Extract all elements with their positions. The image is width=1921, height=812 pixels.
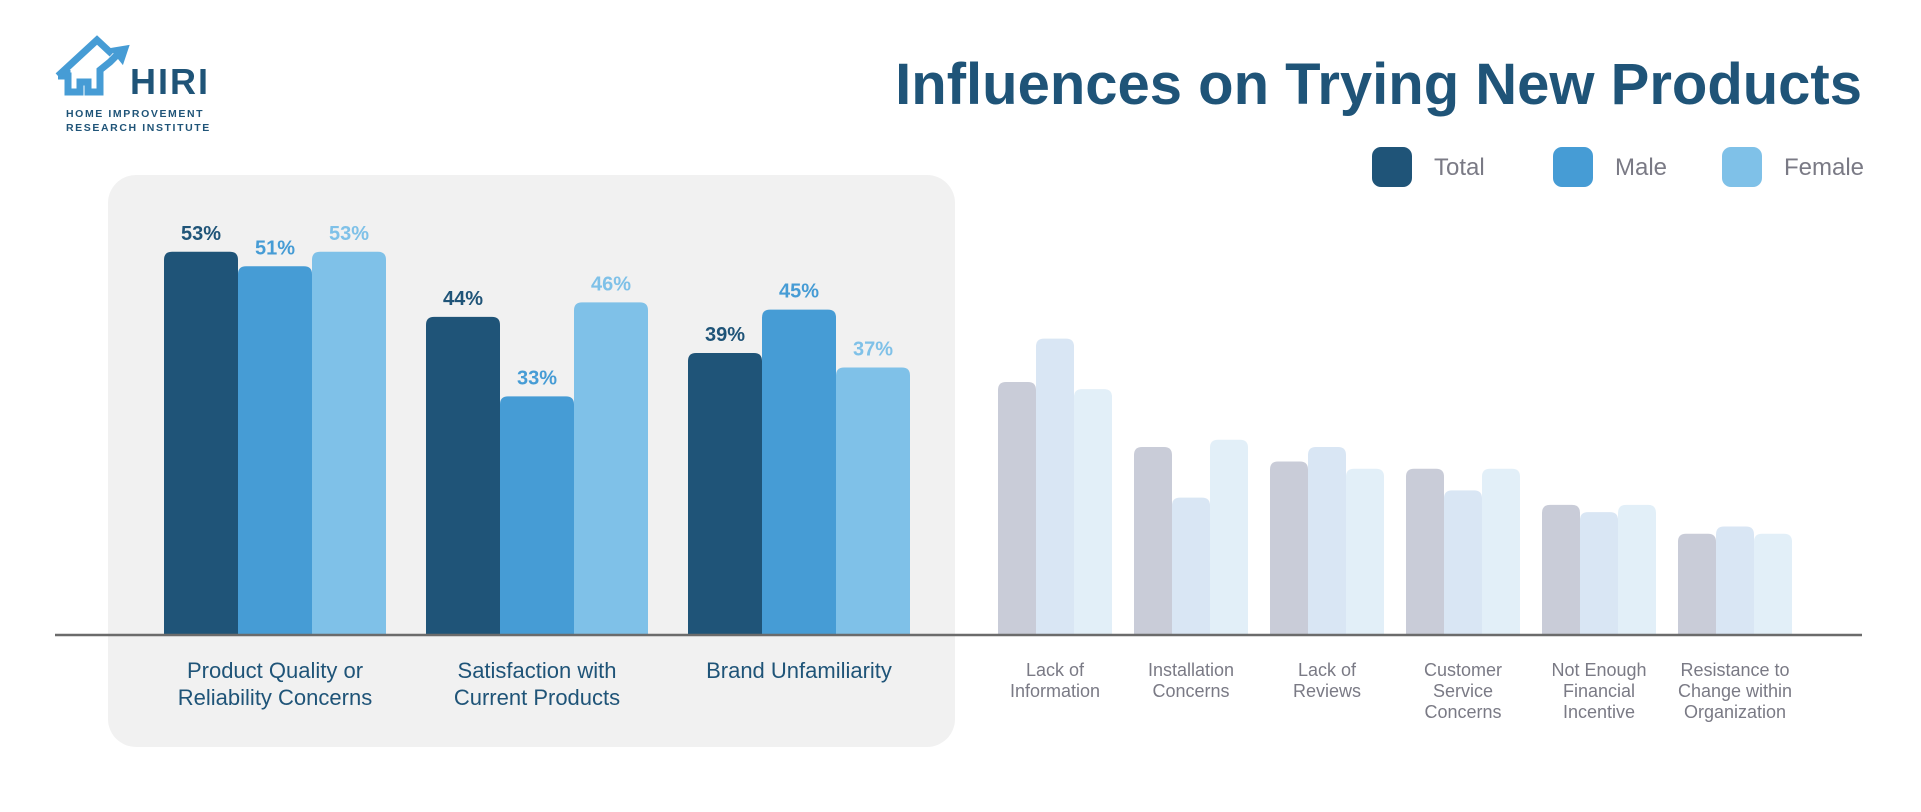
category-label-4: Installation [1148,660,1234,680]
bar-total-0 [164,251,238,635]
bar-total-8 [1678,533,1716,635]
category-label-6: Concerns [1424,702,1501,722]
bar-female-6 [1482,468,1520,635]
bar-female-5 [1346,468,1384,635]
chart-title: Influences on Trying New Products [895,52,1862,117]
category-label-5: Lack of [1298,660,1357,680]
bar-total-1 [426,316,500,635]
category-label-6: Service [1433,681,1493,701]
bar-total-2 [688,353,762,635]
bar-female-2 [836,367,910,635]
legend: Total Male Female [1372,147,1864,187]
category-label-1: Current Products [454,685,620,710]
category-label-8: Change within [1678,681,1792,701]
category-label-4: Concerns [1152,681,1229,701]
category-label-8: Resistance to [1680,660,1789,680]
bar-male-4 [1172,497,1210,635]
legend-swatch-female [1722,147,1762,187]
bar-male-2 [762,309,836,635]
legend-swatch-total [1372,147,1412,187]
legend-swatch-male [1553,147,1593,187]
data-label-female-0: 53% [329,223,369,245]
bar-total-6 [1406,468,1444,635]
category-label-8: Organization [1684,702,1786,722]
bar-male-5 [1308,447,1346,635]
category-label-7: Incentive [1563,702,1635,722]
data-label-male-1: 33% [517,367,557,389]
bar-male-7 [1580,512,1618,635]
category-label-0: Reliability Concerns [178,685,372,710]
bar-male-8 [1716,526,1754,635]
bar-female-0 [312,251,386,635]
bar-female-4 [1210,439,1248,635]
bar-total-7 [1542,504,1580,635]
legend-label-female: Female [1784,154,1864,181]
logo-line2: RESEARCH INSTITUTE [66,122,211,134]
data-label-male-0: 51% [255,237,295,259]
bar-total-4 [1134,447,1172,635]
category-label-7: Not Enough [1551,660,1646,680]
category-label-6: Customer [1424,660,1502,680]
bar-total-5 [1270,461,1308,635]
logo-line1: HOME IMPROVEMENT [66,108,204,120]
bar-male-0 [238,266,312,635]
category-label-2: Brand Unfamiliarity [706,658,892,683]
bar-female-1 [574,302,648,635]
legend-label-total: Total [1434,154,1485,181]
data-label-female-2: 37% [853,338,893,360]
bar-total-3 [998,381,1036,635]
category-label-0: Product Quality or [187,658,363,683]
category-label-7: Financial [1563,681,1635,701]
bar-male-3 [1036,338,1074,635]
bar-male-6 [1444,490,1482,635]
logo-wordmark: HIRI [130,61,210,102]
data-label-female-1: 46% [591,273,631,295]
category-label-3: Information [1010,681,1100,701]
category-label-5: Reviews [1293,681,1361,701]
category-label-3: Lack of [1026,660,1085,680]
bar-male-1 [500,396,574,635]
bar-female-3 [1074,389,1112,635]
data-label-male-2: 45% [779,281,819,303]
bar-female-7 [1618,504,1656,635]
data-label-total-0: 53% [181,223,221,245]
bar-female-8 [1754,533,1792,635]
legend-label-male: Male [1615,154,1667,181]
category-label-1: Satisfaction with [458,658,617,683]
data-label-total-1: 44% [443,288,483,310]
data-label-total-2: 39% [705,324,745,346]
hiri-logo: HIRI HOME IMPROVEMENT RESEARCH INSTITUTE [55,35,211,134]
